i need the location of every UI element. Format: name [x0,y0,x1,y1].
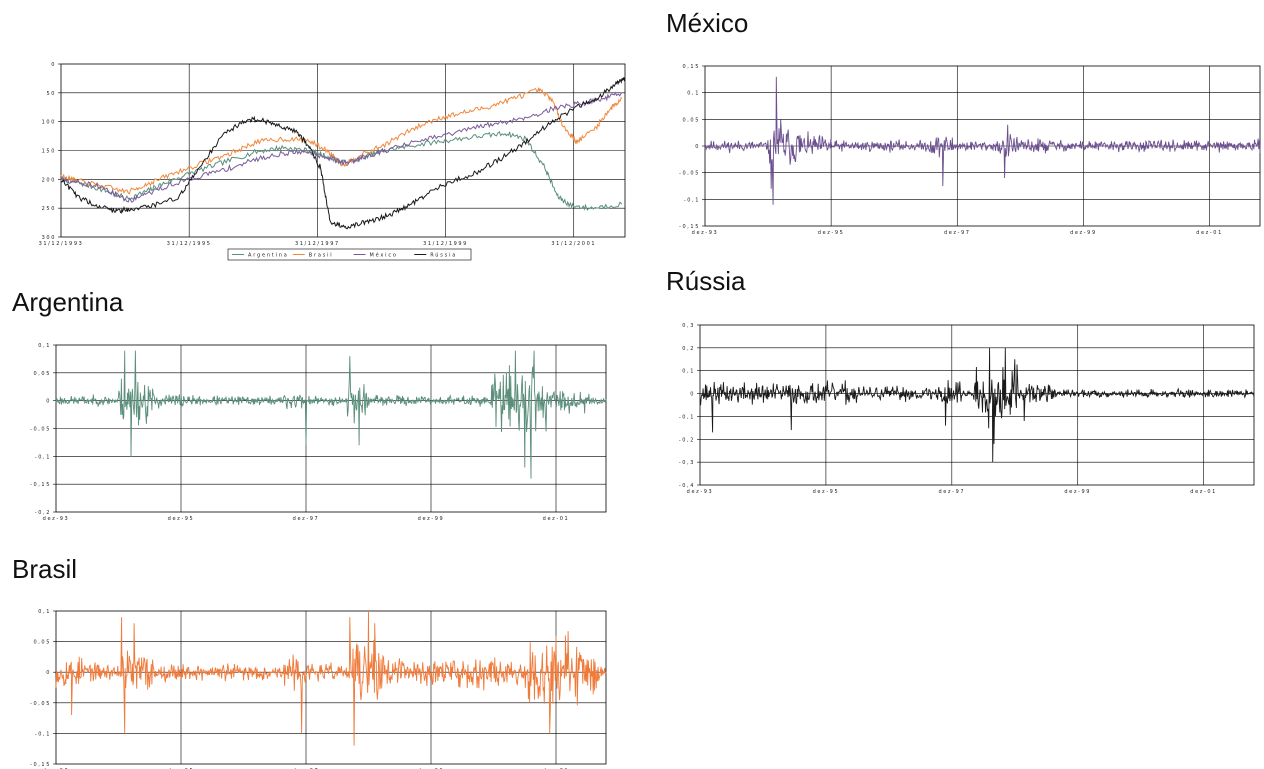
y-tick-label: 0 [46,399,51,405]
y-tick-label: 0 [46,670,51,676]
y-tick-label: 300 [42,235,56,241]
legend-label: Rússia [430,252,457,259]
russia-chart-title: Rússia [666,266,746,296]
x-tick-label: dez-99 [1070,230,1097,236]
x-tick-label: dez-93 [687,489,714,495]
y-tick-label: 0,15 [682,64,700,70]
y-tick-label: 100 [42,120,56,126]
series-line-mexico [60,91,623,203]
y-tick-label: 0 [695,144,700,150]
y-tick-label: 0,1 [682,369,695,375]
brasil-returns-chart: 0,10,050-0,05-0,1-0,15dez-93dez-95dez-97… [30,609,607,769]
brasil-chart-title: Brasil [12,554,78,584]
y-tick-label: -0,1 [679,414,695,420]
y-tick-label: -0,05 [679,171,700,177]
argentina-chart-title: Argentina [12,287,124,317]
x-tick-label: dez-93 [692,230,719,236]
plot-area-border [699,324,1255,486]
x-tick-label: dez-01 [1190,489,1217,495]
x-tick-label: dez-97 [293,516,320,522]
legend-label: Brasil [309,253,334,259]
series-line-méxico [704,76,1261,205]
y-tick-label: -0,15 [30,762,51,768]
y-tick-label: -0,2 [679,437,695,443]
plot-area-border [55,610,607,765]
y-tick-label: 0 [690,392,695,398]
y-tick-label: 0,1 [687,91,700,97]
y-tick-label: -0,15 [30,482,51,488]
y-tick-label: -0,1 [35,454,51,460]
x-tick-label: dez-95 [813,489,840,495]
y-tick-label: -0,05 [30,701,51,707]
y-tick-label: 0,2 [682,346,695,352]
y-tick-label: 200 [42,177,56,183]
series-line-argentina [55,350,607,479]
y-tick-label: 0,05 [33,640,51,646]
x-tick-label: dez-01 [543,516,570,522]
y-tick-label: 250 [42,206,56,212]
x-tick-label: 31/12/1995 [167,241,212,247]
x-tick-label: 31/12/1993 [39,241,84,247]
series-line-russia [60,77,626,230]
y-tick-label: 0,05 [33,371,51,377]
y-tick-label: 0,1 [38,609,51,615]
x-tick-label: 31/12/1999 [423,241,468,247]
x-tick-label: 31/12/2001 [551,241,596,247]
y-tick-label: -0,15 [679,224,700,230]
legend-box [227,248,472,261]
y-tick-label: -0,2 [35,510,51,516]
x-tick-label: dez-95 [168,516,195,522]
x-tick-label: dez-97 [944,230,971,236]
series-line-rússia [699,347,1255,463]
x-tick-label: dez-99 [1064,489,1091,495]
y-tick-label: -0,4 [679,483,695,489]
y-tick-label: 150 [42,149,56,155]
legend-label: Argentina [248,253,289,259]
y-tick-label: -0,3 [679,460,695,466]
series-line-argentina [60,130,623,211]
x-tick-label: 31/12/1997 [295,241,340,247]
y-tick-label: -0,1 [684,197,700,203]
series-line-brasil [55,610,607,746]
series-line-brasil [60,86,623,195]
y-tick-label: -0,1 [35,731,51,737]
legend-label: México [370,252,398,259]
x-tick-label: dez-93 [43,516,70,522]
x-tick-label: dez-99 [418,516,445,522]
y-tick-label: 0,3 [682,323,695,329]
x-tick-label: dez-01 [1196,230,1223,236]
y-tick-label: 0,1 [38,343,51,349]
x-tick-label: dez-97 [938,489,965,495]
y-tick-label: 0 [51,62,56,68]
x-tick-label: dez-95 [818,230,845,236]
y-tick-label: 50 [46,91,56,97]
y-tick-label: -0,05 [30,427,51,433]
y-tick-label: 0,05 [682,117,700,123]
mexico-chart-title: México [666,8,749,38]
